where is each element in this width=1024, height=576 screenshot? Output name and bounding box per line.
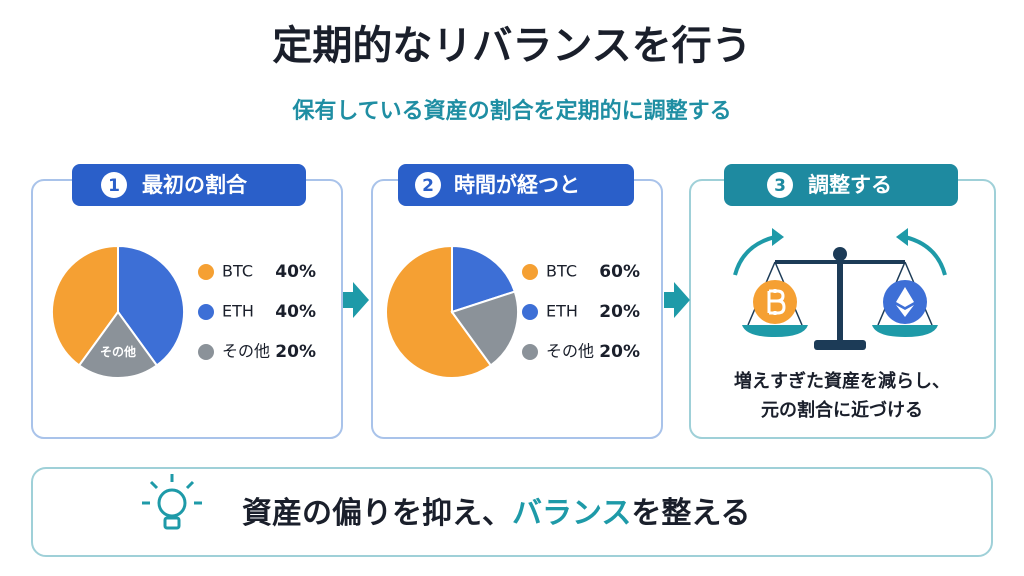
pie-slice	[117, 244, 185, 367]
footer-part: を整える	[631, 496, 750, 531]
legend-dot	[198, 264, 214, 280]
cycle-arrow-head	[896, 228, 908, 246]
legend-value: 20%	[599, 342, 640, 362]
header-pill	[72, 164, 306, 206]
legend-label: その他	[546, 342, 594, 361]
btc-symbol	[767, 289, 786, 315]
legend-label: その他	[222, 342, 270, 361]
header-pill	[398, 164, 634, 206]
footer-box	[31, 467, 993, 557]
footer-part: 資産の偏りを抑え、	[242, 496, 512, 531]
bulb-base	[163, 516, 181, 530]
legend-dot	[522, 264, 538, 280]
panel-text: 増えすぎた資産を減らし、	[734, 370, 950, 392]
title: 定期的なリバランスを行う	[272, 23, 751, 69]
legend-dot	[522, 304, 538, 320]
legend-dot	[198, 304, 214, 320]
panel-number: 2	[422, 176, 434, 196]
scale-pan	[872, 325, 938, 337]
cycle-arrow-head	[772, 228, 784, 246]
arrow	[343, 282, 369, 318]
panel-number: 3	[774, 176, 786, 196]
subtitle: 保有している資産の割合を定期的に調整する	[291, 98, 731, 124]
legend-value: 40%	[275, 262, 316, 282]
number-badge	[415, 172, 441, 198]
legend-label: ETH	[546, 302, 578, 321]
legend-dot	[198, 344, 214, 360]
panel-heading: 最初の割合	[142, 173, 248, 197]
number-badge	[101, 172, 127, 198]
pie-slice	[451, 244, 517, 314]
panel-text: 元の割合に近づける	[761, 399, 923, 421]
legend-value: 20%	[599, 302, 640, 322]
pie-slice	[77, 310, 159, 379]
bulb	[157, 488, 187, 518]
number-badge	[767, 172, 793, 198]
panel-number: 1	[108, 176, 120, 196]
legend-value: 40%	[275, 302, 316, 322]
scale-base	[814, 340, 866, 350]
legend-dot	[522, 344, 538, 360]
legend-value: 60%	[599, 262, 640, 282]
pie-slice	[385, 244, 493, 379]
balance-scale	[733, 228, 947, 350]
legend-label: BTC	[546, 262, 577, 281]
pie-slice	[450, 290, 519, 367]
panel-heading: 時間が経つと	[454, 173, 580, 197]
cycle-arrow	[733, 235, 776, 276]
bulb-icon	[142, 474, 202, 530]
scale-pivot	[833, 247, 847, 261]
legend-value: 20%	[275, 342, 316, 362]
panel-heading: 調整する	[808, 173, 892, 197]
eth-symbol	[896, 287, 914, 317]
scale-pan	[742, 325, 808, 337]
cycle-arrow	[904, 235, 947, 276]
footer-text: 資産の偏りを抑え、バランスを整える	[242, 496, 751, 531]
scale-pillar	[837, 252, 843, 342]
arrow	[664, 282, 690, 318]
pie-slice	[51, 244, 119, 367]
bulb-rays	[142, 474, 202, 505]
legend-label: BTC	[222, 262, 253, 281]
footer-highlight: バランス	[512, 496, 631, 531]
slice-label: その他	[100, 344, 136, 359]
legend-label: ETH	[222, 302, 254, 321]
